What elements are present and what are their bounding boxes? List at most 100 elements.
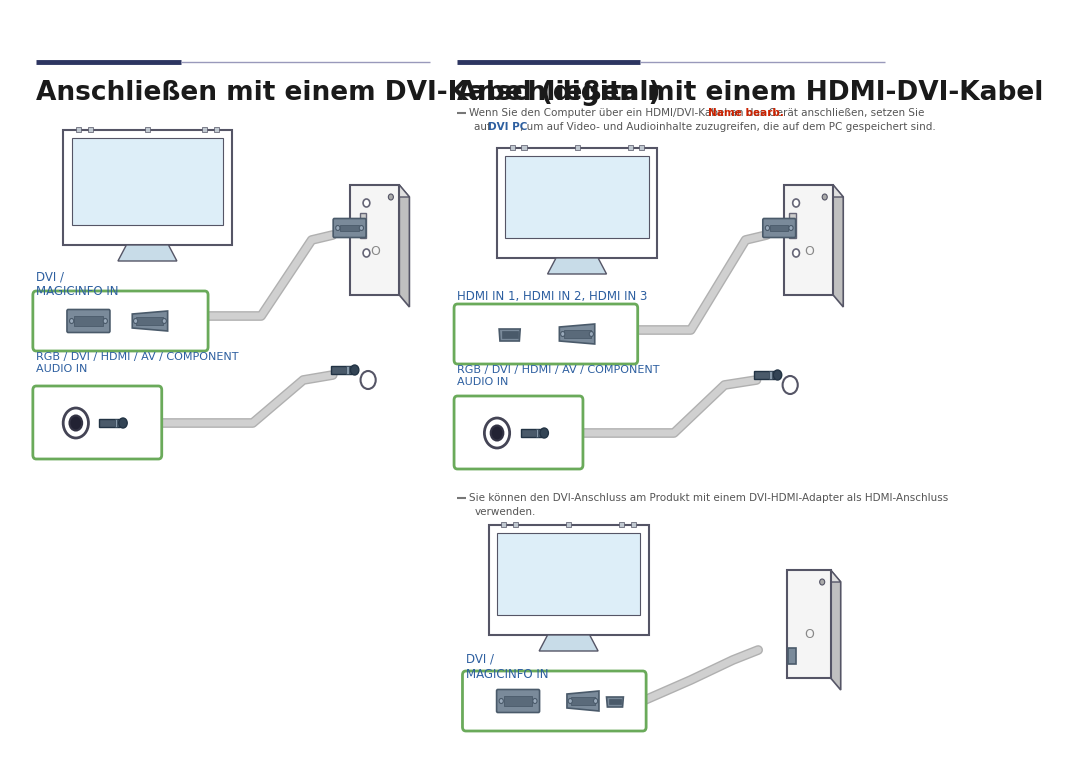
Bar xyxy=(522,145,527,150)
Text: HDMI IN 1, HDMI IN 2, HDMI IN 3: HDMI IN 1, HDMI IN 2, HDMI IN 3 xyxy=(458,290,648,303)
Circle shape xyxy=(788,226,793,230)
Bar xyxy=(784,185,833,295)
Text: Wenn Sie den Computer über ein HDMI/DVI-Kabel an das Gerät anschließen, setzen S: Wenn Sie den Computer über ein HDMI/DVI-… xyxy=(469,108,928,118)
Bar xyxy=(75,316,103,326)
Bar xyxy=(64,130,232,245)
Circle shape xyxy=(490,426,503,440)
Text: verwenden.: verwenden. xyxy=(474,507,536,517)
Bar xyxy=(787,570,831,678)
FancyBboxPatch shape xyxy=(762,218,796,237)
Bar xyxy=(536,429,538,437)
Bar xyxy=(501,522,507,527)
Circle shape xyxy=(69,318,73,324)
Bar xyxy=(136,317,163,325)
Circle shape xyxy=(822,194,827,200)
Circle shape xyxy=(119,418,127,428)
Circle shape xyxy=(104,318,107,324)
Bar xyxy=(488,525,649,635)
Text: , um auf Video- und Audioinhalte zuzugreifen, die auf dem PC gespeichert sind.: , um auf Video- und Audioinhalte zuzugre… xyxy=(519,122,935,132)
Bar xyxy=(497,533,640,615)
Bar xyxy=(76,127,81,132)
Polygon shape xyxy=(118,245,177,261)
Circle shape xyxy=(820,579,825,585)
Text: auf: auf xyxy=(474,122,495,132)
Bar xyxy=(505,156,649,238)
FancyBboxPatch shape xyxy=(454,396,583,469)
Circle shape xyxy=(363,199,369,207)
Text: O: O xyxy=(370,244,380,257)
Bar xyxy=(114,419,117,427)
Polygon shape xyxy=(833,185,843,307)
Bar xyxy=(769,371,771,379)
Bar xyxy=(619,522,624,527)
Bar xyxy=(789,213,796,238)
Text: DVI /
MAGICINFO IN: DVI / MAGICINFO IN xyxy=(37,270,119,298)
Bar xyxy=(513,522,518,527)
Text: Sie können den DVI-Anschluss am Produkt mit einem DVI-HDMI-Adapter als HDMI-Ansc: Sie können den DVI-Anschluss am Produkt … xyxy=(469,493,948,503)
Circle shape xyxy=(134,318,138,324)
Bar xyxy=(639,145,645,150)
Bar xyxy=(571,697,595,705)
Polygon shape xyxy=(400,185,409,307)
Polygon shape xyxy=(787,570,840,582)
Circle shape xyxy=(162,318,166,324)
Polygon shape xyxy=(548,258,607,274)
Bar xyxy=(609,699,621,704)
Bar xyxy=(202,127,207,132)
Bar xyxy=(627,145,633,150)
Circle shape xyxy=(363,249,369,257)
FancyBboxPatch shape xyxy=(67,310,110,333)
Circle shape xyxy=(350,365,359,375)
Circle shape xyxy=(793,249,799,257)
Polygon shape xyxy=(831,570,840,690)
FancyBboxPatch shape xyxy=(454,304,637,364)
Text: Name bearb.: Name bearb. xyxy=(708,108,784,118)
Text: DVI /
MAGICINFO IN: DVI / MAGICINFO IN xyxy=(465,653,549,681)
Circle shape xyxy=(336,226,340,230)
Circle shape xyxy=(766,226,770,230)
Text: DVI PC: DVI PC xyxy=(488,122,527,132)
Circle shape xyxy=(389,194,393,200)
Circle shape xyxy=(773,370,782,380)
Bar xyxy=(510,145,515,150)
Circle shape xyxy=(532,698,537,703)
Polygon shape xyxy=(132,311,167,331)
Circle shape xyxy=(561,331,565,336)
Text: O: O xyxy=(804,628,813,641)
Polygon shape xyxy=(539,635,598,651)
FancyBboxPatch shape xyxy=(32,291,208,351)
FancyBboxPatch shape xyxy=(333,218,366,237)
Circle shape xyxy=(783,376,798,394)
Circle shape xyxy=(485,418,510,448)
Circle shape xyxy=(361,371,376,389)
Bar xyxy=(787,648,796,664)
Bar xyxy=(145,127,150,132)
FancyBboxPatch shape xyxy=(462,671,646,731)
Bar xyxy=(350,185,400,295)
Bar xyxy=(501,331,517,338)
Circle shape xyxy=(499,698,503,703)
Bar xyxy=(631,522,636,527)
Bar xyxy=(575,145,580,150)
Bar xyxy=(360,213,366,238)
Circle shape xyxy=(594,698,597,703)
Text: Anschließen mit einem HDMI-DVI-Kabel: Anschließen mit einem HDMI-DVI-Kabel xyxy=(458,80,1043,106)
FancyBboxPatch shape xyxy=(497,690,540,713)
Bar xyxy=(521,429,542,437)
Bar xyxy=(71,138,224,225)
Bar xyxy=(332,366,352,374)
Circle shape xyxy=(69,416,82,430)
Bar xyxy=(770,225,788,231)
Bar xyxy=(347,366,349,374)
Bar xyxy=(214,127,219,132)
Bar xyxy=(566,522,571,527)
Circle shape xyxy=(360,226,364,230)
Bar xyxy=(503,696,532,706)
Bar xyxy=(99,419,121,427)
Text: Anschließen mit einem DVI-Kabel (digital): Anschließen mit einem DVI-Kabel (digital… xyxy=(37,80,661,106)
Text: RGB / DVI / HDMI / AV / COMPONENT
AUDIO IN: RGB / DVI / HDMI / AV / COMPONENT AUDIO … xyxy=(37,352,239,374)
Text: RGB / DVI / HDMI / AV / COMPONENT
AUDIO IN: RGB / DVI / HDMI / AV / COMPONENT AUDIO … xyxy=(458,365,660,387)
Circle shape xyxy=(540,428,549,438)
Circle shape xyxy=(568,698,572,703)
Text: O: O xyxy=(804,244,813,257)
